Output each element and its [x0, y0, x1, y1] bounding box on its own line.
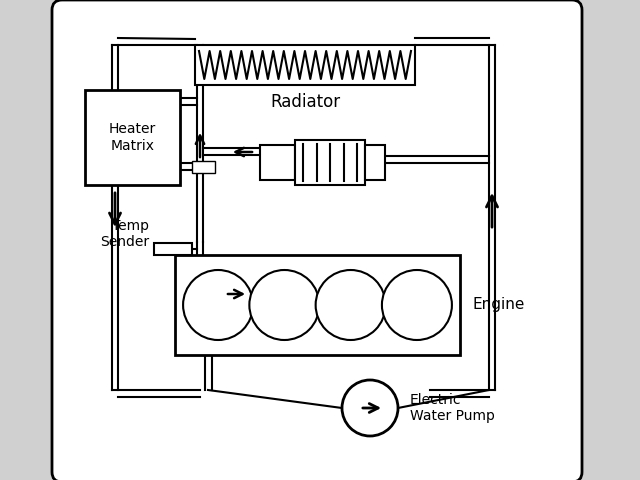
- Circle shape: [183, 270, 253, 340]
- Bar: [175, 255, 460, 355]
- Circle shape: [316, 270, 386, 340]
- Text: Heater
Matrix: Heater Matrix: [109, 122, 156, 153]
- FancyBboxPatch shape: [52, 0, 582, 480]
- Bar: [192, 161, 215, 173]
- Text: Temp
Sender: Temp Sender: [100, 219, 149, 249]
- Bar: [295, 140, 365, 185]
- Bar: [365, 145, 385, 180]
- Circle shape: [382, 270, 452, 340]
- Bar: [195, 45, 415, 85]
- Bar: [85, 90, 180, 185]
- Circle shape: [250, 270, 319, 340]
- Bar: [260, 145, 295, 180]
- Text: Engine: Engine: [472, 298, 524, 312]
- Circle shape: [342, 380, 398, 436]
- Bar: [154, 243, 192, 255]
- Text: Electric
Water Pump: Electric Water Pump: [410, 393, 495, 423]
- Text: Radiator: Radiator: [270, 93, 340, 111]
